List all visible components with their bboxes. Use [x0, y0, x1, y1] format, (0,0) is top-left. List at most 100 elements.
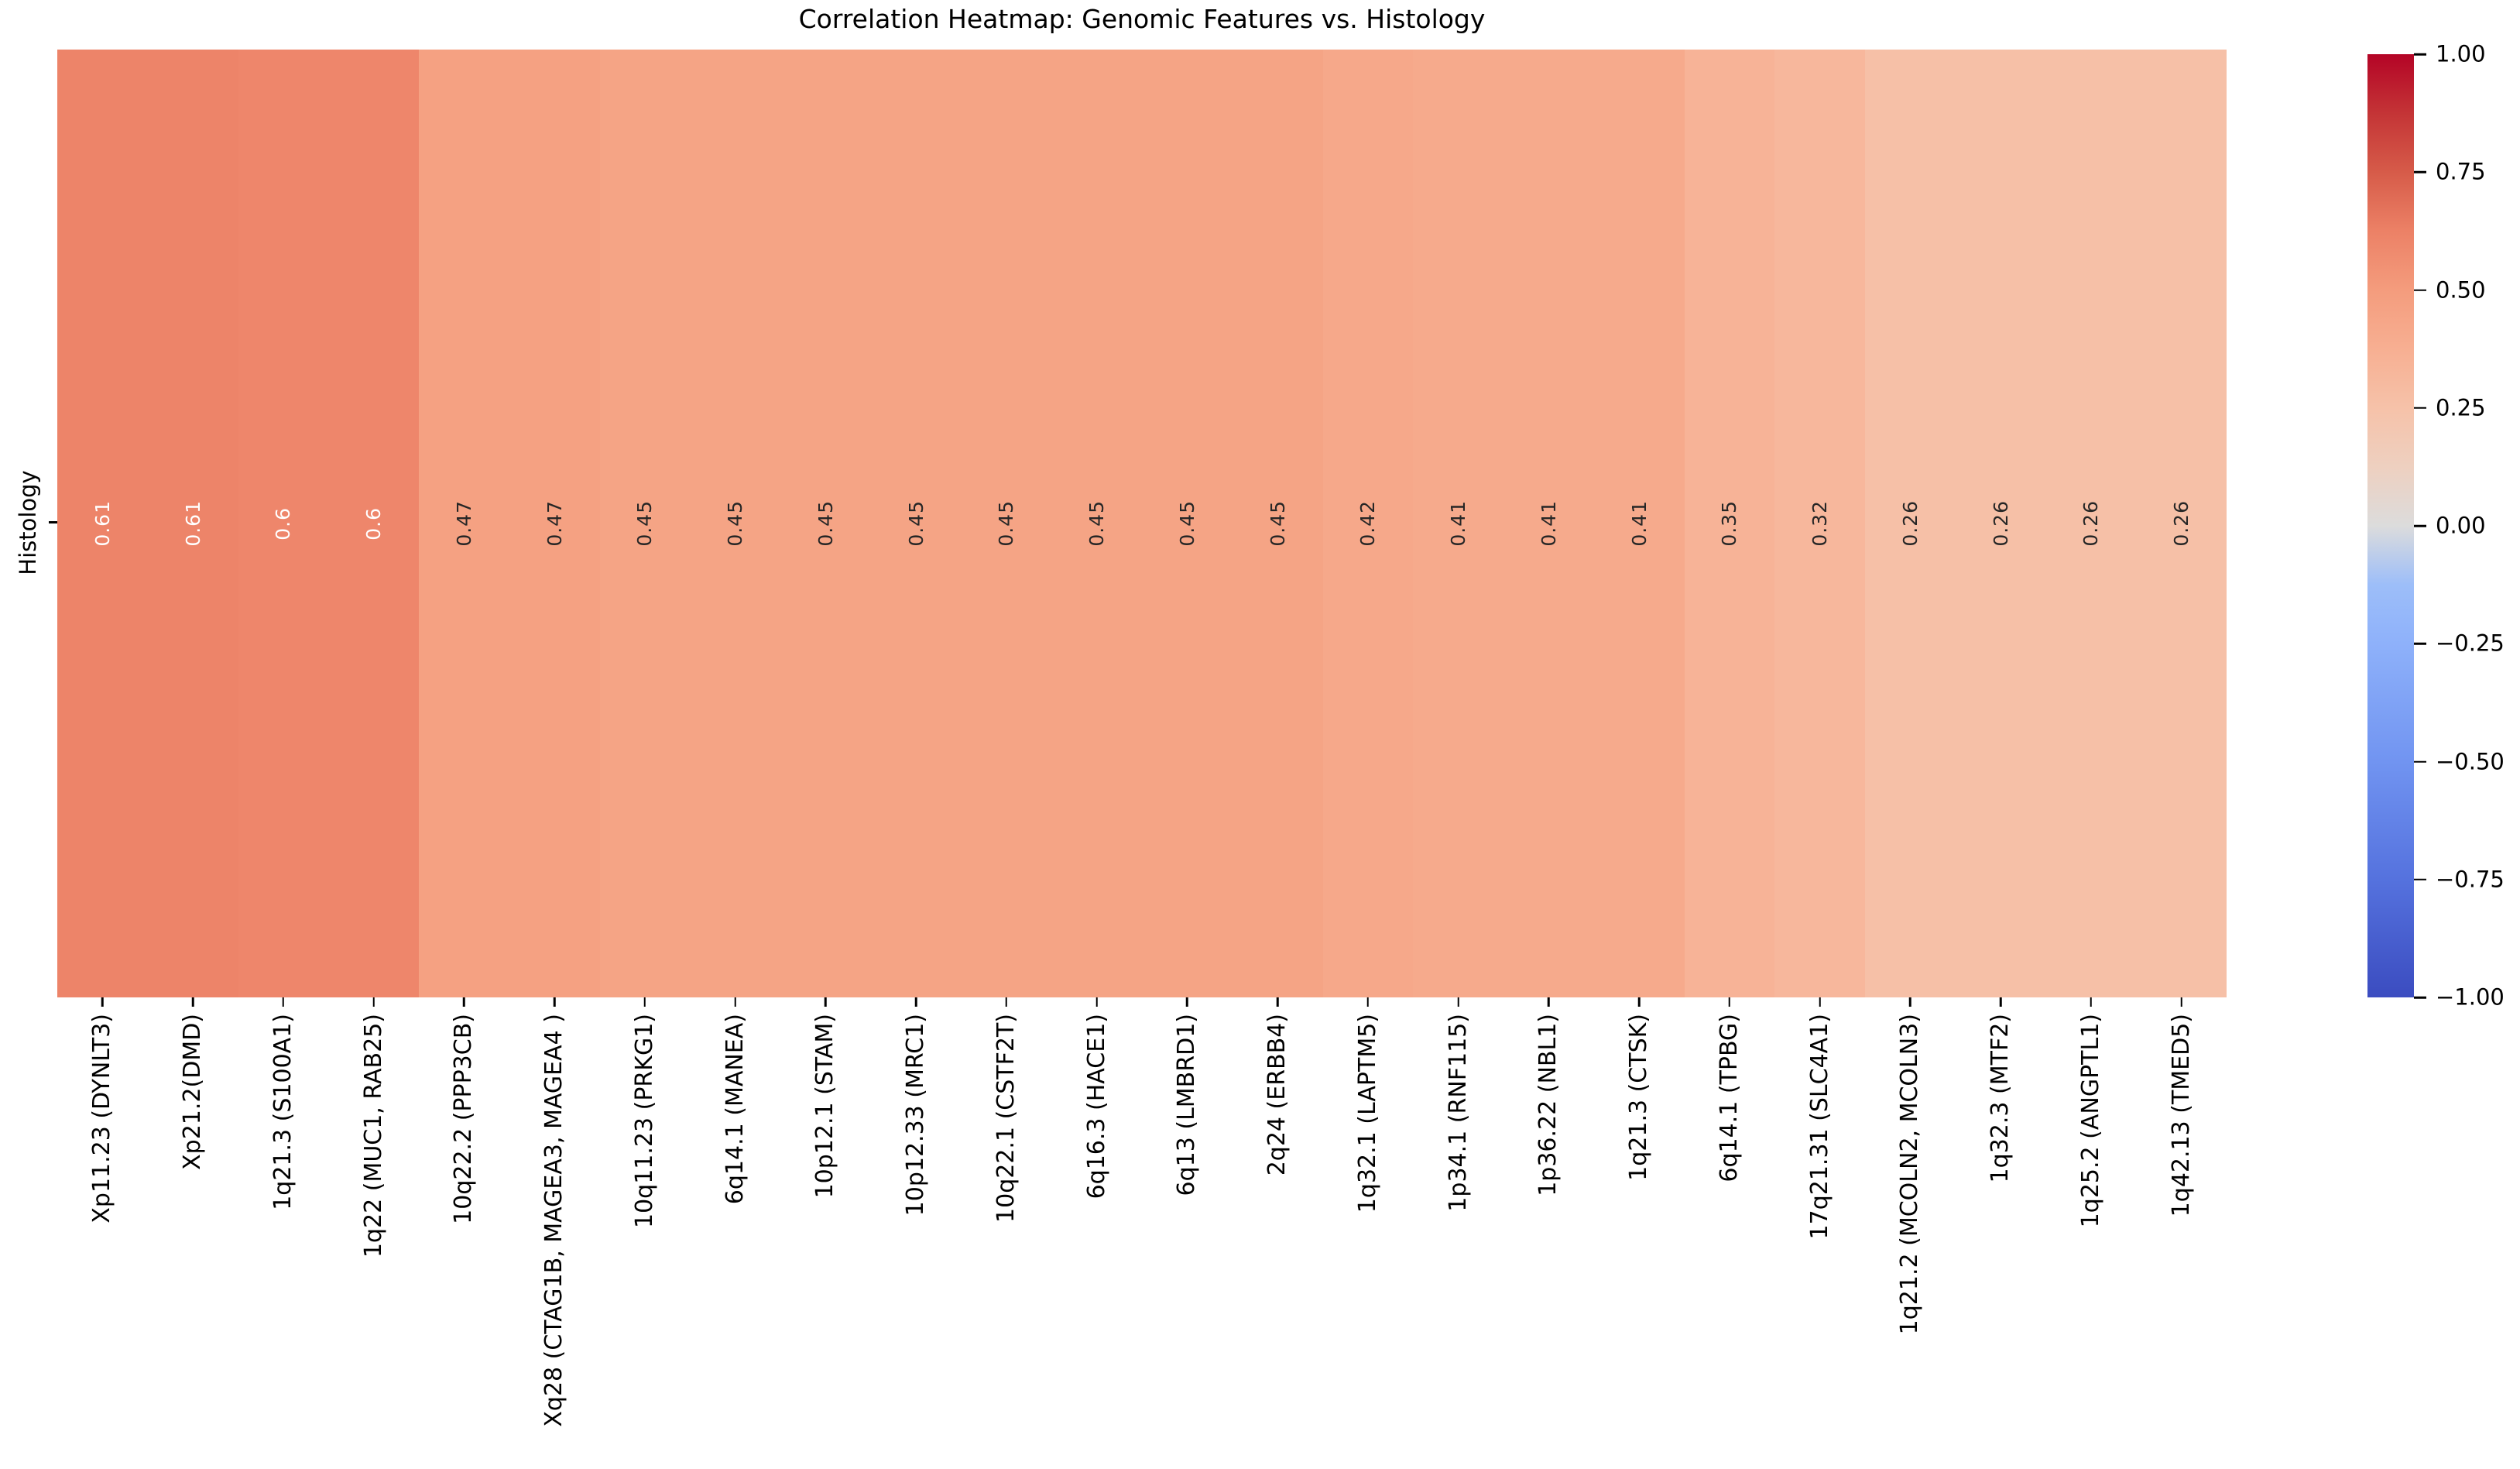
- colorbar-tick: [2414, 171, 2426, 173]
- y-axis-label: Histology: [15, 470, 41, 575]
- colorbar-tick-label: 0.75: [2436, 158, 2486, 185]
- x-tick: [1909, 997, 1911, 1007]
- heatmap-cell: 0.26: [1865, 50, 1956, 997]
- cell-value: 0.61: [91, 500, 114, 547]
- x-tick: [734, 997, 736, 1007]
- x-tick: [463, 997, 465, 1007]
- cell-value: 0.32: [1809, 500, 1832, 547]
- x-tick: [1186, 997, 1188, 1007]
- colorbar-tick: [2414, 407, 2426, 409]
- heatmap-cell: 0.41: [1503, 50, 1594, 997]
- heatmap-cell: 0.26: [1955, 50, 2046, 997]
- heatmap-cell: 0.47: [509, 50, 600, 997]
- colorbar-tick: [2414, 996, 2426, 999]
- x-tick-label: 6q14.1 (MANEA): [721, 1014, 749, 1205]
- heatmap-cell: 0.26: [2045, 50, 2137, 997]
- heatmap-cell: 0.26: [2136, 50, 2227, 997]
- x-tick: [914, 997, 917, 1007]
- x-tick: [825, 997, 827, 1007]
- x-tick-label: Xq28 (CTAG1B, MAGEA3, MAGEA4 ): [540, 1014, 568, 1427]
- colorbar-tick: [2414, 878, 2426, 880]
- cell-value: 0.45: [1175, 500, 1198, 547]
- x-tick: [2180, 997, 2182, 1007]
- x-axis-ticks: Xp11.23 (DYNLT3) Xp21.2(DMD) 1q21.3 (S100A…: [57, 997, 2227, 1469]
- heatmap-cell: 0.61: [57, 50, 148, 997]
- cell-value: 0.45: [724, 500, 747, 547]
- colorbar-tick-label: 1.00: [2436, 40, 2486, 67]
- x-tick-label: 10q22.1 (CSTF2T): [992, 1014, 1020, 1223]
- cell-value: 0.26: [1898, 500, 1922, 547]
- x-tick: [1548, 997, 1550, 1007]
- cell-value: 0.45: [633, 500, 657, 547]
- x-tick: [643, 997, 646, 1007]
- colorbar-tick-label: −0.75: [2436, 866, 2505, 893]
- x-tick: [1819, 997, 1821, 1007]
- heatmap-cell: 0.6: [328, 50, 419, 997]
- cell-value: 0.6: [362, 506, 386, 541]
- heatmap-cell: 0.42: [1322, 50, 1414, 997]
- cell-value: 0.47: [452, 500, 475, 547]
- cell-value: 0.41: [1447, 500, 1470, 547]
- x-tick-label: Xp11.23 (DYNLT3): [88, 1014, 116, 1224]
- x-tick-label: 1q21.3 (S100A1): [269, 1014, 297, 1210]
- cell-value: 0.45: [995, 500, 1018, 547]
- x-tick-label: 1q21.2 (MCOLN2, MCOLN3): [1896, 1014, 1924, 1335]
- cell-value: 0.47: [543, 500, 566, 547]
- x-tick: [1999, 997, 2002, 1007]
- x-tick: [1366, 997, 1370, 1007]
- x-tick-label: 2q24 (ERBB4): [1263, 1014, 1291, 1176]
- colorbar-tick: [2414, 760, 2426, 763]
- x-tick-label: 10q11.23 (PRKG1): [630, 1014, 658, 1228]
- colorbar-tick-label: −0.25: [2436, 630, 2505, 657]
- cell-value: 0.41: [1537, 500, 1560, 547]
- heatmap-cell: 0.45: [1232, 50, 1323, 997]
- x-tick: [191, 997, 194, 1007]
- x-tick: [1276, 997, 1279, 1007]
- heatmap-cell: 0.41: [1413, 50, 1503, 997]
- x-tick: [372, 997, 375, 1007]
- heatmap-cell: 0.6: [238, 50, 329, 997]
- heatmap-cell: 0.45: [1051, 50, 1142, 997]
- heatmap-cell: 0.45: [599, 50, 691, 997]
- heatmap-cell: 0.35: [1684, 50, 1775, 997]
- cell-value: 0.45: [814, 500, 837, 547]
- cell-value: 0.42: [1356, 500, 1380, 547]
- colorbar-tick-label: 0.25: [2436, 394, 2486, 421]
- heatmap-cell: 0.45: [690, 50, 780, 997]
- heatmap-cell: 0.45: [780, 50, 871, 997]
- x-tick-label: 17q21.31 (SLC4A1): [1805, 1014, 1833, 1240]
- x-tick-label: 1q42.13 (TMED5): [2167, 1014, 2195, 1217]
- heatmap-cell: 0.45: [1142, 50, 1233, 997]
- x-tick: [282, 997, 285, 1007]
- heatmap-cell: 0.32: [1774, 50, 1865, 997]
- x-tick-label: 1q32.1 (LAPTM5): [1353, 1014, 1381, 1213]
- colorbar-tick-label: −0.50: [2436, 748, 2505, 774]
- heatmap-cell: 0.47: [419, 50, 509, 997]
- x-tick-label: 10p12.1 (STAM): [811, 1014, 839, 1199]
- colorbar-tick-label: 0.50: [2436, 276, 2486, 303]
- x-tick-label: Xp21.2(DMD): [179, 1014, 207, 1170]
- heatmap-cell: 0.45: [961, 50, 1052, 997]
- x-tick-label: 1q22 (MUC1, RAB25): [359, 1014, 387, 1258]
- colorbar-gradient: [2367, 54, 2414, 997]
- x-tick-label: 10q22.2 (PPP3CB): [450, 1014, 478, 1224]
- colorbar-tick-label: −1.00: [2436, 983, 2505, 1011]
- x-tick: [1457, 997, 1459, 1007]
- colorbar-tick-label: 0.00: [2436, 512, 2486, 539]
- heatmap-cell: 0.45: [870, 50, 962, 997]
- colorbar-tick: [2414, 53, 2426, 56]
- cell-value: 0.26: [2079, 500, 2103, 547]
- x-tick: [101, 997, 104, 1007]
- colorbar-tick: [2414, 289, 2426, 291]
- x-tick-label: 1p34.1 (RNF115): [1444, 1014, 1472, 1212]
- cell-value: 0.26: [1989, 500, 2012, 547]
- cell-value: 0.35: [1718, 500, 1741, 547]
- colorbar-tick: [2414, 643, 2426, 645]
- x-tick: [1005, 997, 1008, 1007]
- x-tick-label: 10p12.33 (MRC1): [902, 1014, 930, 1217]
- cell-value: 0.6: [272, 506, 295, 541]
- cell-value: 0.45: [1266, 500, 1289, 547]
- cell-value: 0.41: [1627, 500, 1651, 547]
- chart-title: Correlation Heatmap: Genomic Features vs…: [798, 4, 1486, 34]
